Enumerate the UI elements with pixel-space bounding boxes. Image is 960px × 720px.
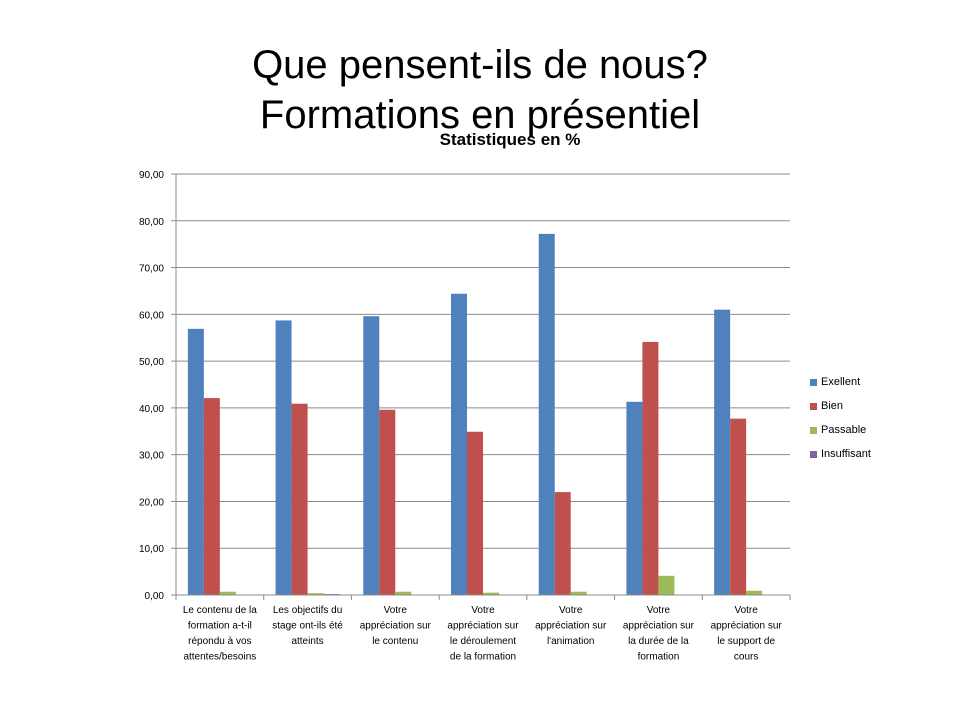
legend-swatch: [810, 378, 817, 386]
bar-bien-3: [379, 409, 396, 595]
legend-label: Passable: [821, 424, 867, 436]
legend-item-passable: Passable: [810, 418, 871, 442]
y-tick-label: 10,00: [139, 544, 164, 555]
category-label-line: Les objectifs du: [273, 605, 343, 616]
category-label-6: Votre appréciation sur la durée de la forma…: [623, 605, 695, 663]
bar-exellent-6: [626, 401, 643, 595]
y-tick-label: 50,00: [139, 357, 164, 368]
y-tick-label: 20,00: [139, 497, 164, 508]
category-label-line: le contenu: [372, 636, 418, 647]
bar-passable-1: [219, 591, 236, 595]
category-label-line: formation: [638, 652, 680, 663]
axes: [175, 174, 791, 600]
bar-passable-2: [307, 593, 324, 595]
category-label-line: Votre: [647, 605, 671, 616]
category-label-line: appréciation sur: [360, 621, 432, 632]
legend-item-insuffisant: Insuffisant: [810, 442, 871, 466]
legend-swatch: [810, 426, 817, 434]
slide-title-line2: Formations en présentiel: [259, 93, 701, 137]
category-label-line: le support de: [717, 636, 775, 647]
category-label-line: de la formation: [450, 652, 516, 663]
bar-passable-7: [746, 590, 763, 595]
y-tick-label: 40,00: [139, 404, 164, 415]
category-label-line: appréciation sur: [623, 621, 695, 632]
bar-bien-7: [730, 418, 747, 595]
category-label-line: Votre: [559, 605, 583, 616]
bar-exellent-3: [363, 316, 380, 595]
legend: Exellent Bien Passable Insuffisant: [810, 370, 871, 466]
category-label-line: formation a-t-il: [188, 621, 252, 632]
category-label-5: Votre appréciation sur l'animation: [535, 605, 607, 647]
slide-title: Que pensent-ils de nous? Formations en p…: [0, 40, 960, 140]
bar-bien-4: [467, 431, 483, 595]
category-label-line: appréciation sur: [535, 621, 607, 632]
category-label-line: Votre: [384, 605, 408, 616]
category-label-4: Votre appréciation sur le déroulement de la…: [447, 605, 519, 663]
chart-title: Statistiques en %: [439, 130, 581, 149]
bar-exellent-5: [538, 233, 555, 595]
category-label-line: Le contenu de la: [183, 605, 257, 616]
category-label-line: appréciation sur: [711, 621, 783, 632]
category-label-line: Votre: [471, 605, 495, 616]
bar-bien-2: [291, 403, 308, 595]
category-labels: Le contenu de la formation a-t-il répondu …: [183, 605, 783, 663]
y-tick-label: 80,00: [139, 217, 164, 228]
category-label-line: répondu à vos: [188, 636, 251, 647]
bar-bien-6: [642, 341, 659, 595]
legend-item-bien: Bien: [810, 394, 871, 418]
slide-title-line1: Que pensent-ils de nous?: [252, 43, 708, 87]
bar-bien-1: [203, 398, 220, 595]
category-label-line: stage ont-ils été: [272, 621, 343, 632]
y-axis-tick-labels: 0,00 10,00 20,00 30,00 40,00 50,00 60,00 70,00 8…: [139, 170, 164, 602]
bar-exellent-2: [275, 320, 292, 595]
legend-swatch: [810, 450, 817, 458]
legend-swatch: [810, 402, 817, 410]
bar-exellent-1: [187, 328, 204, 595]
bars: [187, 233, 763, 595]
y-tick-label: 90,00: [139, 170, 164, 181]
category-label-2: Les objectifs du stage ont-ils été atteint…: [272, 605, 343, 647]
bar-exellent-7: [714, 309, 731, 595]
bar-passable-5: [570, 591, 587, 595]
category-label-line: l'animation: [547, 636, 595, 647]
legend-item-exellent: Exellent: [810, 370, 871, 394]
category-label-line: la durée de la: [628, 636, 689, 647]
bar-passable-6: [658, 575, 675, 595]
y-tick-label: 60,00: [139, 310, 164, 321]
bar-passable-3: [395, 591, 412, 595]
bar-exellent-4: [451, 293, 467, 595]
y-tick-label: 0,00: [145, 591, 165, 602]
category-label-line: le déroulement: [450, 636, 516, 647]
category-label-3: Votre appréciation sur le contenu: [360, 605, 432, 647]
category-label-7: Votre appréciation sur le support de cours: [711, 605, 783, 663]
category-label-line: appréciation sur: [447, 621, 519, 632]
bar-passable-4: [483, 592, 499, 595]
category-label-line: cours: [734, 652, 758, 663]
bar-bien-5: [554, 492, 571, 595]
y-tick-label: 30,00: [139, 451, 164, 462]
category-label-1: Le contenu de la formation a-t-il répondu …: [183, 605, 257, 663]
legend-label: Exellent: [821, 376, 861, 388]
category-label-line: atteints: [291, 636, 323, 647]
legend-label: Bien: [821, 400, 844, 412]
y-tick-label: 70,00: [139, 264, 164, 275]
category-label-line: Votre: [734, 605, 758, 616]
category-label-line: attentes/besoins: [183, 652, 256, 663]
legend-label: Insuffisant: [821, 448, 871, 460]
